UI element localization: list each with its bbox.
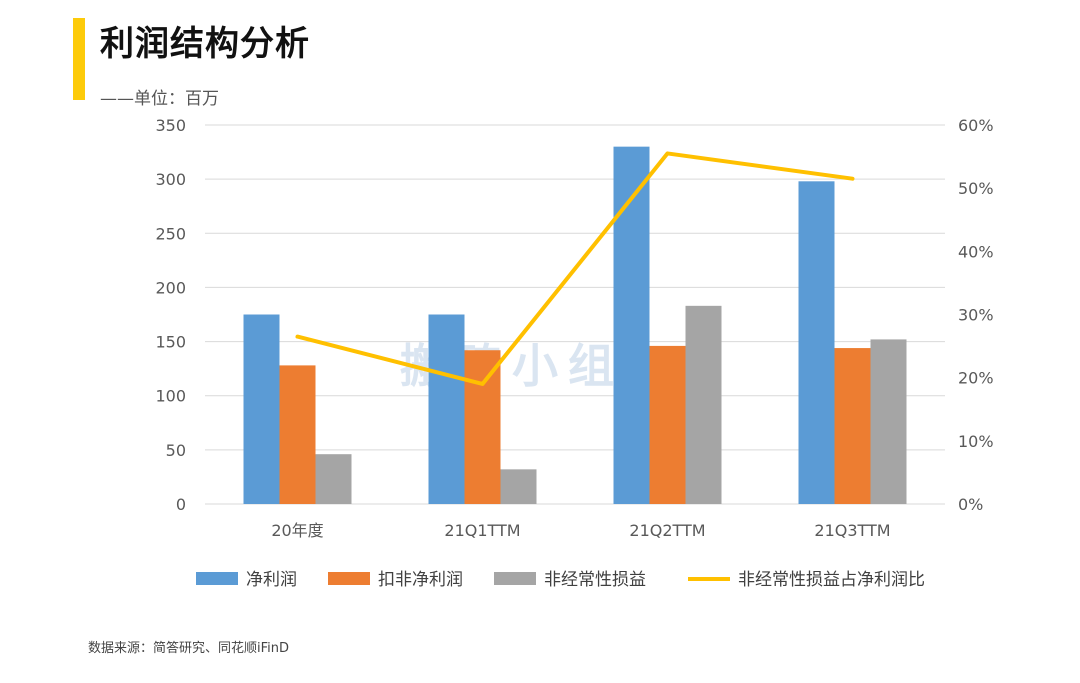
bar-扣非净利润 bbox=[279, 365, 316, 504]
y-right-tick-label: 0% bbox=[958, 495, 983, 514]
bar-净利润 bbox=[428, 314, 465, 504]
bar-非经常性损益 bbox=[870, 339, 907, 504]
unit-label: ——单位：百万 bbox=[100, 89, 219, 109]
legend-label: 净利润 bbox=[246, 570, 297, 590]
y-left-tick-label: 200 bbox=[155, 278, 186, 297]
y-right-tick-label: 10% bbox=[958, 432, 994, 451]
bar-非经常性损益 bbox=[685, 305, 722, 504]
title-accent-bar bbox=[73, 18, 85, 100]
y-left-tick-label: 350 bbox=[155, 116, 186, 135]
legend-label: 非经常性损益占净利润比 bbox=[738, 570, 925, 590]
bar-非经常性损益 bbox=[315, 454, 352, 504]
line-非经常性损益占净利润比 bbox=[295, 151, 855, 386]
legend-swatch bbox=[196, 572, 238, 585]
bar-扣非净利润 bbox=[834, 348, 871, 504]
bar-非经常性损益 bbox=[500, 469, 537, 504]
y-left-tick-label: 0 bbox=[176, 495, 186, 514]
y-left-tick-label: 150 bbox=[155, 333, 186, 352]
legend-label: 扣非净利润 bbox=[378, 570, 463, 590]
y-right-tick-label: 50% bbox=[958, 179, 994, 198]
bar-净利润 bbox=[243, 314, 280, 504]
y-right-tick-label: 60% bbox=[958, 116, 994, 135]
page-title: 利润结构分析 bbox=[100, 24, 310, 64]
x-category-label: 21Q3TTM bbox=[814, 521, 890, 540]
legend-swatch bbox=[494, 572, 536, 585]
y-left-tick-label: 50 bbox=[166, 441, 186, 460]
x-category-label: 21Q2TTM bbox=[629, 521, 705, 540]
bar-扣非净利润 bbox=[649, 345, 686, 504]
legend-swatch bbox=[328, 572, 370, 585]
y-right-tick-label: 30% bbox=[958, 306, 994, 325]
x-category-label: 21Q1TTM bbox=[444, 521, 520, 540]
bar-净利润 bbox=[798, 181, 835, 504]
y-left-tick-label: 100 bbox=[155, 387, 186, 406]
y-left-tick-label: 250 bbox=[155, 224, 186, 243]
y-right-tick-label: 40% bbox=[958, 242, 994, 261]
y-right-tick-label: 20% bbox=[958, 369, 994, 388]
bar-净利润 bbox=[613, 146, 650, 504]
y-left-tick-label: 300 bbox=[155, 170, 186, 189]
data-source: 数据来源：简答研究、同花顺iFinD bbox=[88, 641, 290, 656]
x-category-label: 20年度 bbox=[271, 521, 323, 540]
legend-label: 非经常性损益 bbox=[544, 570, 646, 590]
bar-扣非净利润 bbox=[464, 350, 501, 504]
